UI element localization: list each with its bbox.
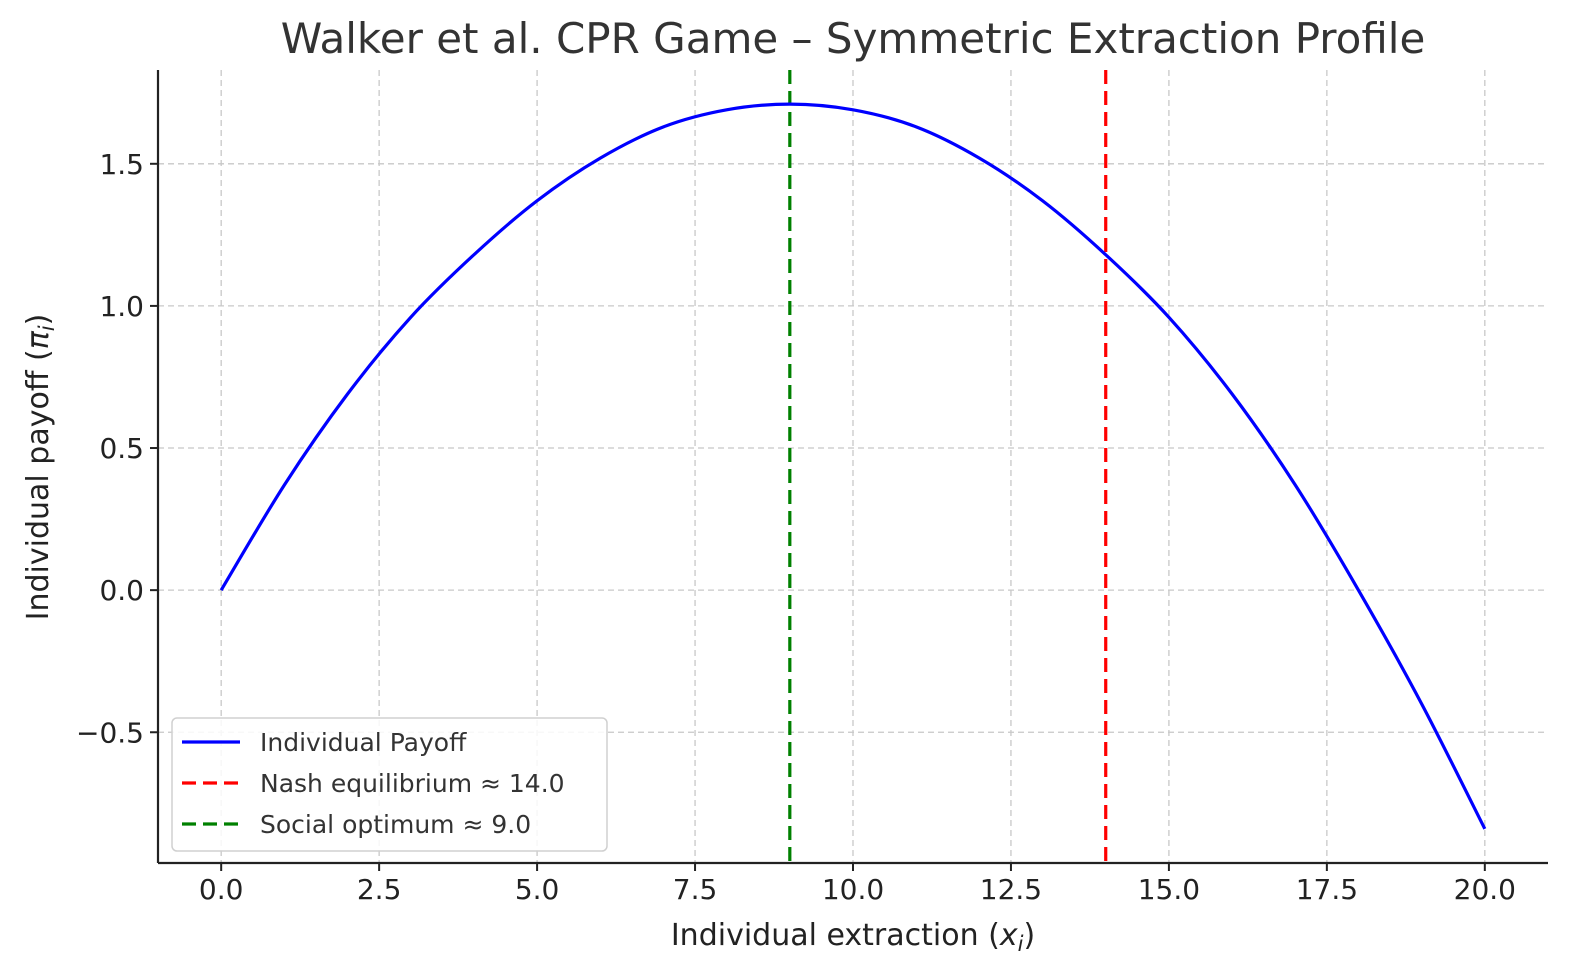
series-line-payoff	[219, 102, 1487, 830]
legend-entry-label: Nash equilibrium ≈ 14.0	[260, 769, 565, 798]
x-axis-label: Individual extraction (xi)	[671, 918, 1035, 956]
y-tick-label: 0.5	[99, 432, 144, 465]
x-tick-label: 20.0	[1454, 873, 1516, 906]
legend-box	[171, 717, 608, 852]
axes: 0.0 2.5 5.0 7.5 10.0 12.5 15.0 17.5 20.0 −0.5 0.0 0…	[76, 70, 1548, 906]
y-tick-label: −0.5	[76, 716, 144, 749]
y-tick-label: 1.0	[99, 290, 144, 323]
y-tick-label: 0.0	[99, 574, 144, 607]
x-tick-label: 15.0	[1138, 873, 1200, 906]
legend: Individual Payoff Nash equilibrium ≈ 14.0…	[171, 717, 608, 852]
x-tick-label: 0.0	[199, 873, 244, 906]
x-tick-label: 5.0	[515, 873, 560, 906]
legend-entry-label: Social optimum ≈ 9.0	[260, 810, 531, 839]
x-tick-label: 7.5	[673, 873, 718, 906]
series-lines	[219, 102, 1487, 830]
legend-entry-label: Individual Payoff	[260, 728, 467, 757]
x-tick-label: 2.5	[357, 873, 402, 906]
x-tick-label: 10.0	[822, 873, 884, 906]
y-tick-label: 1.5	[99, 148, 144, 181]
y-axis-label: Individual payoff (πi)	[21, 314, 59, 621]
x-tick-label: 17.5	[1296, 873, 1358, 906]
x-tick-label: 12.5	[980, 873, 1042, 906]
chart-title: Walker et al. CPR Game – Symmetric Extra…	[281, 14, 1426, 63]
reference-lines	[788, 70, 1108, 863]
